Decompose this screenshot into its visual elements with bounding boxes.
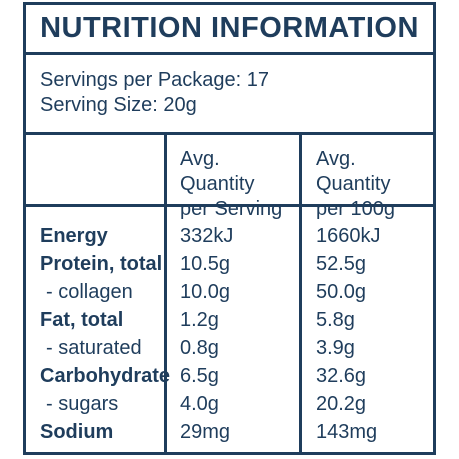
header-per-serving-line2: per Serving bbox=[180, 198, 283, 220]
energy-per-serving: 332kJ bbox=[180, 225, 234, 247]
header-per-serving: Avg. Quantity per Serving bbox=[164, 135, 299, 220]
saturated-per-100g: 3.9g bbox=[316, 337, 355, 359]
per-serving-column: 332kJ 10.5g 10.0g 1.2g 0.8g 6.5g 4.0g 29… bbox=[164, 207, 299, 452]
header-per-100g-line2: per 100g bbox=[316, 198, 395, 220]
fat-per-100g: 5.8g bbox=[316, 309, 355, 331]
collagen-per-100g: 50.0g bbox=[316, 281, 367, 303]
collagen-per-serving: 10.0g bbox=[180, 281, 231, 303]
saturated-per-serving: 0.8g bbox=[180, 337, 219, 359]
row-label-carbohydrate: Carbohydrate bbox=[40, 365, 171, 387]
per-100g-column: 1660kJ 52.5g 50.0g 5.8g 3.9g 32.6g 20.2g… bbox=[299, 207, 433, 452]
header-per-100g: Avg. Quantity per 100g bbox=[299, 135, 433, 220]
row-label-protein: Protein, total bbox=[40, 253, 163, 275]
sodium-per-serving: 29mg bbox=[180, 421, 231, 443]
carbohydrate-per-100g: 32.6g bbox=[316, 365, 367, 387]
sugars-per-100g: 20.2g bbox=[316, 393, 367, 415]
protein-per-100g: 52.5g bbox=[316, 253, 367, 275]
header-empty-cell bbox=[26, 135, 164, 207]
row-label-saturated: - saturated bbox=[46, 337, 142, 359]
nutrition-panel: NUTRITION INFORMATION Servings per Packa… bbox=[23, 2, 436, 455]
row-label-fat: Fat, total bbox=[40, 309, 124, 331]
sugars-per-serving: 4.0g bbox=[180, 393, 219, 415]
protein-per-serving: 10.5g bbox=[180, 253, 231, 275]
sodium-per-100g: 143mg bbox=[316, 421, 378, 443]
header-per-serving-line1: Avg. Quantity bbox=[180, 148, 255, 195]
header-per-100g-line1: Avg. Quantity bbox=[316, 148, 391, 195]
carbohydrate-per-serving: 6.5g bbox=[180, 365, 219, 387]
row-label-sugars: - sugars bbox=[46, 393, 119, 415]
row-label-collagen: - collagen bbox=[46, 281, 133, 303]
energy-per-100g: 1660kJ bbox=[316, 225, 381, 247]
serving-size: Serving Size: 20g bbox=[40, 94, 197, 116]
row-label-sodium: Sodium bbox=[40, 421, 114, 443]
serving-info: Servings per Package: 17 Serving Size: 2… bbox=[26, 55, 433, 135]
panel-title: NUTRITION INFORMATION bbox=[26, 5, 433, 55]
row-label-energy: Energy bbox=[40, 225, 108, 247]
fat-per-serving: 1.2g bbox=[180, 309, 219, 331]
servings-per-package: Servings per Package: 17 bbox=[40, 69, 270, 91]
nutrient-labels-column: Energy Protein, total - collagen Fat, to… bbox=[26, 207, 171, 452]
